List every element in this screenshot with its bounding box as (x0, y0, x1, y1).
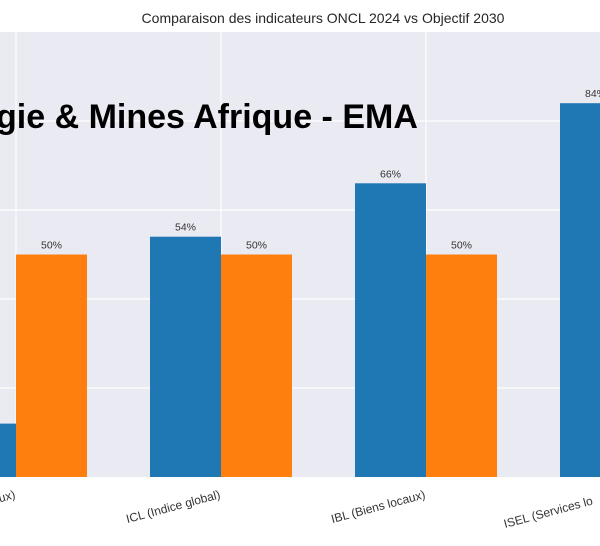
x-tick-label: ICL (Indice global) (125, 487, 222, 526)
data-label: 50% (451, 240, 472, 252)
bar (150, 236, 221, 477)
bar (0, 423, 16, 477)
data-label: 50% (41, 240, 62, 252)
data-label: 84% (585, 88, 600, 100)
bar (560, 103, 600, 477)
x-tick-label: ISEL (Services lo (502, 494, 594, 531)
x-tick-label: IBL (Biens locaux) (330, 487, 427, 526)
data-label: 66% (380, 168, 401, 180)
plot-area (0, 32, 600, 477)
watermark: gie & Mines Afrique - EMA (0, 98, 418, 136)
bar (221, 254, 292, 477)
bar (355, 183, 426, 478)
data-label: 54% (175, 222, 196, 234)
x-tick-label: ux) (0, 487, 17, 505)
data-label: 50% (246, 240, 267, 252)
bar (16, 254, 87, 477)
chart-title: Comparaison des indicateurs ONCL 2024 vs… (142, 10, 505, 26)
bar (426, 254, 497, 477)
